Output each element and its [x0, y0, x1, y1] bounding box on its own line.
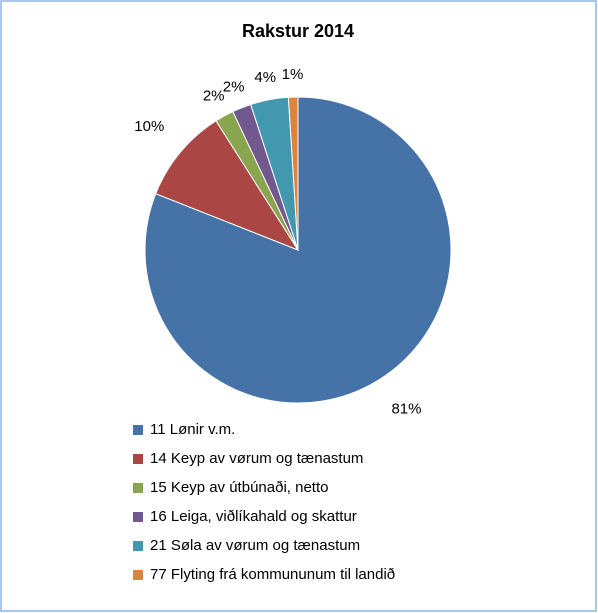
- data-label: 10%: [134, 118, 164, 135]
- legend-label: 21 Søla av vørum og tænastum: [150, 537, 360, 554]
- data-label: 1%: [282, 66, 304, 83]
- legend-swatch: [133, 483, 143, 493]
- data-label: 4%: [254, 69, 276, 86]
- pie-slice: [155, 120, 300, 252]
- legend-label: 14 Keyp av vørum og tænastum: [150, 450, 363, 467]
- legend-swatch: [133, 512, 143, 522]
- legend-label: 15 Keyp av útbúnaði, netto: [150, 479, 328, 496]
- legend-label: 16 Leiga, viðlíkahald og skattur: [150, 508, 357, 525]
- data-label: 2%: [223, 78, 245, 95]
- pie-slice: [287, 96, 299, 251]
- legend-swatch: [133, 454, 143, 464]
- data-label: 81%: [391, 401, 421, 418]
- legend-label: 11 Lønir v.m.: [150, 421, 235, 438]
- legend-swatch: [133, 541, 143, 551]
- legend-swatch: [133, 570, 143, 580]
- chart-title: Rakstur 2014: [242, 21, 354, 41]
- legend-swatch: [133, 425, 143, 435]
- data-label: 2%: [203, 88, 225, 105]
- legend-label: 77 Flyting frá kommununum til landið: [150, 566, 395, 583]
